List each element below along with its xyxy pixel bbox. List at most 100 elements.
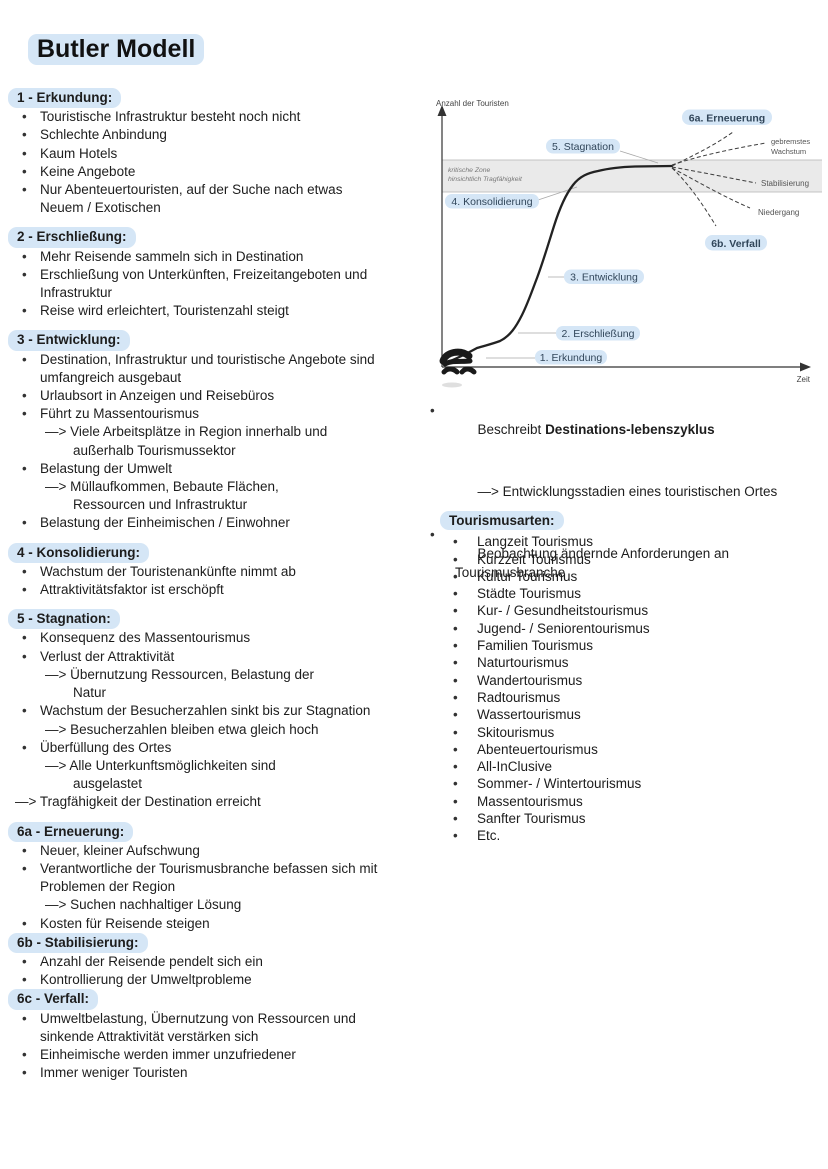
bullet-marker: • — [453, 741, 458, 757]
bullet-marker: • — [22, 739, 27, 755]
butler-model-chart: kritische Zone hinsichtlich Tragfähigkei… — [430, 95, 828, 395]
bullet-marker: • — [22, 1010, 27, 1026]
bullet-marker: • — [430, 527, 435, 542]
bullet-marker: • — [453, 776, 458, 792]
item-text: Jugend- / Seniorentourismus — [477, 620, 650, 636]
page-title: Butler Modell — [28, 34, 205, 65]
item-text: Kur- / Gesundheitstourismus — [477, 603, 649, 619]
list-item: • Anzahl der Reisende pendelt sich ein — [8, 953, 418, 971]
branch-label-slowed-growth-1: gebremstes — [771, 137, 810, 146]
bullet-marker: • — [22, 163, 27, 179]
item-text: Wachstum der Besucherzahlen sinkt bis zu… — [40, 703, 371, 719]
list-item: • Konsequenz des Massentourismus — [8, 629, 418, 647]
bullet-marker: • — [22, 109, 27, 125]
arrow-item: —> Besucherzahlen bleiben etwa gleich ho… — [8, 721, 418, 739]
item-text: Kurzzeit Tourismus — [477, 551, 591, 567]
tourism-list-item: • Radtourismus — [440, 689, 780, 706]
bullet-marker: • — [453, 586, 458, 602]
item-text: —> Alle Unterkunftsmöglichkeiten sind au… — [45, 757, 276, 792]
tourism-list-item: • Abenteuertourismus — [440, 741, 780, 758]
tourism-list-item: • All-InClusive — [440, 758, 780, 775]
critical-zone-band — [442, 160, 822, 192]
band-label-line2: hinsichtlich Tragfähigkeit — [448, 176, 523, 183]
section-4-konsolidierung: 4 - Konsolidierung: • Wachstum der Tourist… — [8, 542, 418, 600]
chart-svg: kritische Zone hinsichtlich Tragfähigkei… — [436, 99, 822, 388]
item-text: Umweltbelastung, Übernutzung von Ressour… — [40, 1010, 356, 1044]
note-arrow-text: —> Entwicklungsstadien eines touristisch… — [477, 484, 778, 499]
item-text: Wandertourismus — [477, 672, 583, 688]
item-text: Keine Angebote — [40, 163, 136, 179]
section-heading: 6c - Verfall: — [8, 989, 99, 1010]
bullet-marker: • — [453, 655, 458, 671]
stage-labels: 1. Erkundung 2. Erschließung 3. Entwickl… — [445, 109, 772, 365]
bullet-marker: • — [453, 672, 458, 688]
item-text: Kultur Tourismus — [477, 568, 578, 584]
list-item: • Verantwortliche der Tourismusbranche be… — [8, 860, 418, 896]
list-item: • Urlaubsort in Anzeigen und Reisebüros — [8, 387, 418, 405]
item-text: Sommer- / Wintertourismus — [477, 776, 642, 792]
tourism-list-item: • Massentourismus — [440, 793, 780, 810]
bullet-marker: • — [22, 582, 27, 598]
item-text: —> Suchen nachhaltiger Lösung — [45, 897, 242, 913]
item-text: Etc. — [477, 828, 501, 844]
branch-stabilization — [671, 166, 757, 184]
tourism-list-item: • Wassertourismus — [440, 706, 780, 723]
list-item: • Kosten für Reisende steigen — [8, 915, 418, 933]
section-1-erkundung: 1 - Erkundung: • Touristische Infrastruktu… — [8, 88, 418, 217]
item-text: Belastung der Einheimischen / Einwohner — [40, 515, 290, 531]
bullet-marker: • — [22, 915, 27, 931]
item-text: Familien Tourismus — [477, 638, 594, 654]
item-text: Wachstum der Touristenankünfte nimmt ab — [40, 563, 296, 579]
item-text: Wassertourismus — [477, 707, 581, 723]
item-text: Erschließung von Unterkünften, Freizeita… — [40, 266, 368, 301]
tourism-list-item: • Städte Tourismus — [440, 585, 780, 602]
arrow-item: —> Suchen nachhaltiger Lösung — [8, 896, 418, 914]
list-item: • Belastung der Einheimischen / Einwohner — [8, 514, 418, 532]
section-3-entwicklung: 3 - Entwicklung: • Destination, Infrastruk… — [8, 330, 418, 532]
item-text: Mehr Reisende sammeln sich in Destinatio… — [40, 248, 304, 264]
stage-label-erschliessung: 2. Erschließung — [562, 328, 635, 340]
list-item: • Überfüllung des Ortes — [8, 739, 418, 757]
bullet-marker: • — [453, 603, 458, 619]
note-item: • Beschreibt Destinations-lebenszyklus — [420, 401, 828, 458]
list-item: • Immer weniger Touristen — [8, 1064, 418, 1082]
bullet-marker: • — [22, 266, 27, 282]
stage-label-konsolidierung: 4. Konsolidierung — [451, 196, 532, 208]
section-heading: 2 - Erschließung: — [8, 227, 136, 248]
tourism-list-item: • Kur- / Gesundheitstourismus — [440, 602, 780, 619]
item-text: Städte Tourismus — [477, 586, 582, 602]
list-item: • Umweltbelastung, Übernutzung von Ressou… — [8, 1010, 418, 1046]
branch-slowed-growth — [671, 142, 767, 166]
bullet-marker: • — [22, 1065, 27, 1081]
tourism-list-item: • Kurzzeit Tourismus — [440, 551, 780, 568]
item-text: Kosten für Reisende steigen — [40, 915, 210, 931]
bullet-marker: • — [22, 303, 27, 319]
bullet-marker: • — [22, 953, 27, 969]
bullet-marker: • — [453, 724, 458, 740]
bullet-marker: • — [22, 127, 27, 143]
note-item: • Beobachtung ändernde Anforderungen an T… — [420, 525, 828, 601]
bullet-marker: • — [22, 406, 27, 422]
stage-label-stagnation: 5. Stagnation — [552, 141, 614, 153]
stage-label-entwicklung: 3. Entwicklung — [570, 272, 638, 284]
tourism-list-item: • Etc. — [440, 827, 780, 844]
tourism-heading: Tourismusarten: — [440, 511, 564, 531]
item-text: Verantwortliche der Tourismusbranche bef… — [40, 860, 378, 895]
note-text-bold: Destinations-lebenszyklus — [545, 422, 715, 437]
bullet-marker: • — [453, 620, 458, 636]
y-axis-label: Anzahl der Touristen — [436, 99, 509, 108]
item-text: —> Besucherzahlen bleiben etwa gleich ho… — [45, 721, 319, 737]
item-text: Verlust der Attraktivität — [40, 648, 175, 664]
branch-label-stabilization: Stabilisierung — [761, 179, 809, 188]
bullet-marker: • — [453, 568, 458, 584]
bullet-marker: • — [22, 703, 27, 719]
stage-label-verfall: 6b. Verfall — [711, 238, 761, 250]
band-label-line1: kritische Zone — [448, 167, 491, 174]
scribble-mark — [439, 348, 477, 388]
branch-label-slowed-growth-2: Wachstum — [771, 147, 806, 156]
stage-label-erneuerung: 6a. Erneuerung — [689, 113, 765, 125]
list-item: • Belastung der Umwelt — [8, 460, 418, 478]
note-text-prefix: Beschreibt — [477, 422, 546, 437]
item-text: Sanfter Tourismus — [477, 811, 586, 827]
